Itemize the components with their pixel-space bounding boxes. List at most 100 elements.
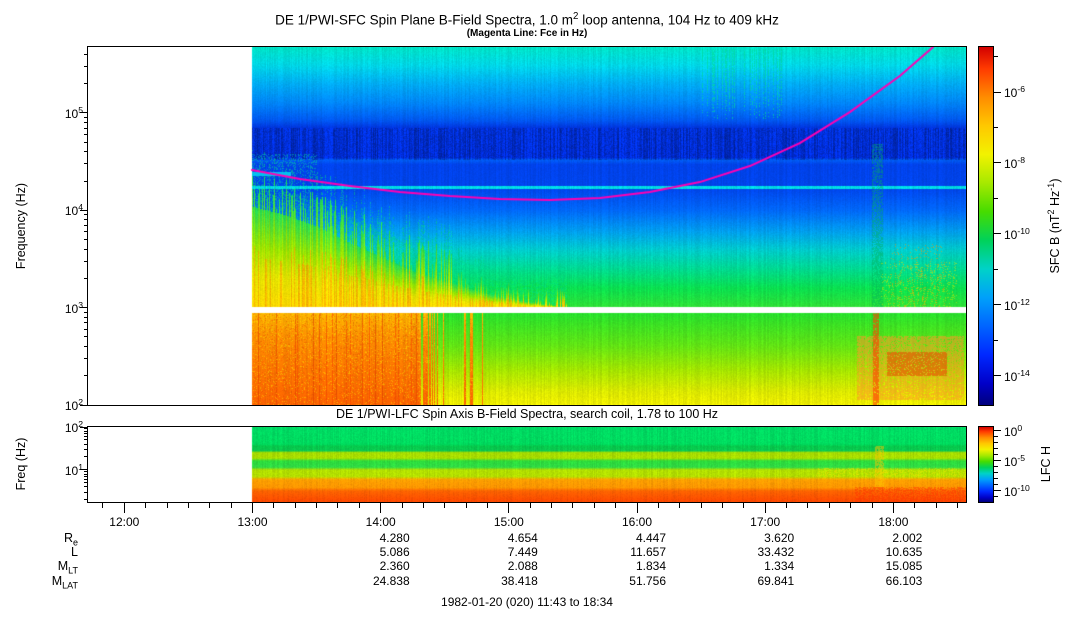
ephemeris-value: 2.088 <box>507 559 538 573</box>
y-minor-tick <box>84 163 88 165</box>
colorbar-tick-label: 10-8 <box>1004 154 1026 171</box>
time-major-tick <box>251 503 253 513</box>
y-tick-label: 105 <box>64 104 83 121</box>
ephemeris-row-label: Re <box>63 531 78 548</box>
sfc-colorbar-label: SFC B (nT2 Hz-1) <box>1045 178 1063 274</box>
time-minor-tick <box>871 503 873 508</box>
time-minor-tick <box>401 503 403 508</box>
y-minor-tick <box>84 141 88 143</box>
footer-date-range: 1982-01-20 (020) 11:43 to 18:34 <box>441 595 613 609</box>
y-minor-tick <box>84 248 88 250</box>
colorbar-minor-tick <box>994 268 998 270</box>
time-minor-tick <box>358 503 360 508</box>
y-minor-tick <box>84 214 88 216</box>
main-subtitle: (Magenta Line: Fce in Hz) <box>466 28 588 39</box>
time-minor-tick <box>721 503 723 508</box>
y-minor-tick <box>84 482 88 484</box>
y-minor-tick <box>84 475 88 477</box>
time-minor-tick <box>679 503 681 508</box>
y-tick-label: 104 <box>64 202 83 219</box>
time-minor-tick <box>316 503 318 508</box>
y-minor-tick <box>84 53 88 55</box>
colorbar-minor-tick <box>994 454 998 456</box>
ephemeris-value: 66.103 <box>885 574 923 588</box>
y-minor-tick <box>84 328 88 330</box>
time-minor-tick <box>828 503 830 508</box>
time-minor-tick <box>529 503 531 508</box>
y-minor-tick <box>84 316 88 318</box>
y-tick-label: 102 <box>64 419 83 435</box>
sfc-spectrogram-canvas <box>88 47 966 405</box>
y-minor-tick <box>84 224 88 226</box>
time-major-tick <box>636 503 638 513</box>
time-minor-tick <box>914 503 916 508</box>
lfc-title: DE 1/PWI-LFC Spin Axis B-Field Spectra, … <box>335 407 719 421</box>
y-minor-tick <box>84 478 88 480</box>
sfc-colorbar <box>978 46 994 406</box>
time-minor-tick <box>294 503 296 508</box>
ephemeris-value: 2.360 <box>379 559 410 573</box>
ephemeris-value: 1.334 <box>764 559 795 573</box>
time-tick-label: 17:00 <box>750 515 781 529</box>
time-minor-tick <box>700 503 702 508</box>
ephemeris-value: 5.086 <box>379 545 410 559</box>
ephemeris-value: 15.085 <box>885 559 923 573</box>
y-minor-tick <box>84 473 88 475</box>
time-minor-tick <box>657 503 659 508</box>
y-minor-tick <box>84 83 88 85</box>
ephemeris-value: 4.280 <box>379 531 410 545</box>
colorbar-minor-tick <box>994 197 998 199</box>
y-minor-tick <box>84 443 88 445</box>
time-major-tick <box>764 503 766 513</box>
y-minor-tick <box>84 260 88 262</box>
y-minor-tick <box>84 428 88 430</box>
ephemeris-row-label: MLT <box>57 559 78 576</box>
colorbar-tick-label: 10-5 <box>1004 452 1026 469</box>
colorbar-major-tick <box>994 91 1001 93</box>
y-minor-tick <box>84 322 88 324</box>
y-major-tick <box>80 426 88 428</box>
colorbar-minor-tick <box>994 448 998 450</box>
lfc-y-axis-label: Freq (Hz) <box>14 437 28 491</box>
y-minor-tick <box>84 121 88 123</box>
time-major-tick <box>892 503 894 513</box>
ephemeris-value: 4.447 <box>635 531 666 545</box>
ephemeris-value: 10.635 <box>885 545 923 559</box>
time-minor-tick <box>743 503 745 508</box>
time-major-tick <box>123 503 125 513</box>
time-minor-tick <box>273 503 275 508</box>
y-major-tick <box>80 209 88 211</box>
time-minor-tick <box>807 503 809 508</box>
y-minor-tick <box>84 486 88 488</box>
colorbar-major-tick <box>994 162 1001 164</box>
time-minor-tick <box>230 503 232 508</box>
y-minor-tick <box>84 231 88 233</box>
y-minor-tick <box>84 430 88 432</box>
sfc-y-axis-label: Frequency (Hz) <box>14 182 28 270</box>
time-tick-label: 14:00 <box>365 515 396 529</box>
time-minor-tick <box>209 503 211 508</box>
time-minor-tick <box>486 503 488 508</box>
time-minor-tick <box>102 503 104 508</box>
time-minor-tick <box>572 503 574 508</box>
colorbar-minor-tick <box>994 472 998 474</box>
time-minor-tick <box>615 503 617 508</box>
colorbar-minor-tick <box>994 339 998 341</box>
time-minor-tick <box>786 503 788 508</box>
time-minor-tick <box>956 503 958 508</box>
y-minor-tick <box>84 456 88 458</box>
colorbar-tick-label: 10-12 <box>1004 296 1030 313</box>
time-minor-tick <box>444 503 446 508</box>
ephemeris-value: 51.756 <box>629 574 666 588</box>
y-minor-tick <box>84 439 88 441</box>
y-minor-tick <box>84 134 88 136</box>
y-minor-tick <box>84 311 88 313</box>
colorbar-major-tick <box>994 490 1001 492</box>
y-tick-label: 101 <box>64 461 83 478</box>
y-tick-label: 102 <box>64 397 83 413</box>
y-minor-tick <box>84 127 88 129</box>
y-major-tick <box>80 112 88 114</box>
colorbar-tick-label: 10-6 <box>1004 84 1026 101</box>
colorbar-minor-tick <box>994 478 998 480</box>
ephemeris-value: 38.418 <box>501 574 538 588</box>
